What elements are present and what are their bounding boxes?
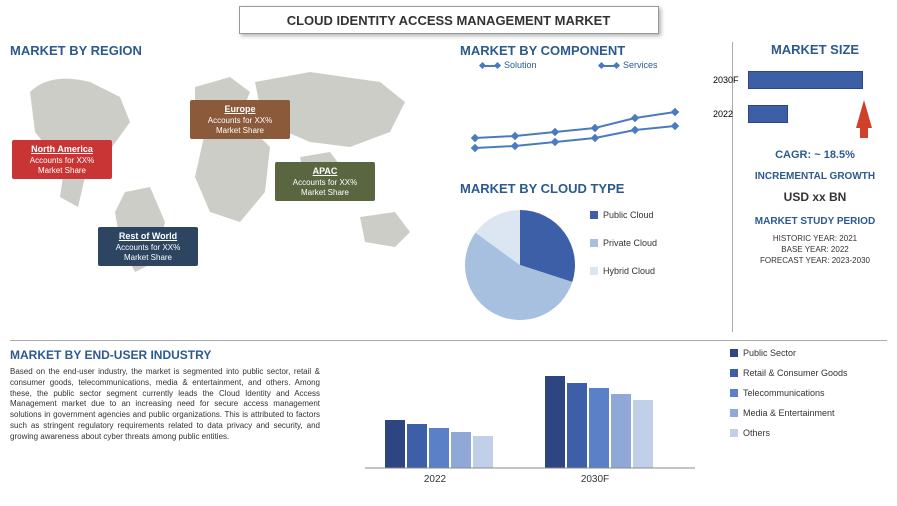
region-label-apac: APAC Accounts for XX% Market Share [275,162,375,201]
enduser-section: MARKET BY END-USER INDUSTRY Based on the… [10,348,887,443]
region-label-europe: Europe Accounts for XX% Market Share [190,100,290,139]
enduser-legend: Public SectorRetail & Consumer GoodsTele… [730,348,848,448]
divider [10,340,887,341]
component-legend: Solution Services [480,60,718,70]
svg-text:2022: 2022 [424,474,447,485]
study-period-text: HISTORIC YEAR: 2021 BASE YEAR: 2022 FORE… [743,233,887,267]
enduser-description: Based on the end-user industry, the mark… [10,367,320,443]
incremental-growth-title: INCREMENTAL GROWTH [743,171,887,182]
cloudtype-pie-chart [460,205,580,325]
region-section-title: MARKET BY REGION [10,42,430,60]
page-title: CLOUD IDENTITY ACCESS MANAGEMENT MARKET [287,13,611,28]
page-title-box: CLOUD IDENTITY ACCESS MANAGEMENT MARKET [239,6,659,34]
world-map: North America Accounts for XX% Market Sh… [10,62,430,292]
cloudtype-section-title: MARKET BY CLOUD TYPE [460,180,690,198]
study-period-title: MARKET STUDY PERIOD [743,216,887,227]
component-line-chart [460,80,690,170]
svg-text:2030F: 2030F [581,474,609,485]
growth-arrow-icon [856,100,872,128]
incremental-growth-value: USD xx BN [743,190,887,204]
market-size-panel: MARKET SIZE 2030F2022 CAGR: ~ 18.5% INCR… [732,42,887,332]
component-section-title: MARKET BY COMPONENT [460,42,690,60]
region-label-north-america: North America Accounts for XX% Market Sh… [12,140,112,179]
enduser-bar-chart: 2022 2030F [345,348,715,488]
region-label-rest-of-world: Rest of World Accounts for XX% Market Sh… [98,227,198,266]
cloudtype-legend: Public CloudPrivate CloudHybrid Cloud [590,210,657,294]
cagr-text: CAGR: ~ 18.5% [743,149,887,161]
market-size-title: MARKET SIZE [743,42,887,57]
market-size-bar-chart: 2030F2022 [743,65,887,145]
